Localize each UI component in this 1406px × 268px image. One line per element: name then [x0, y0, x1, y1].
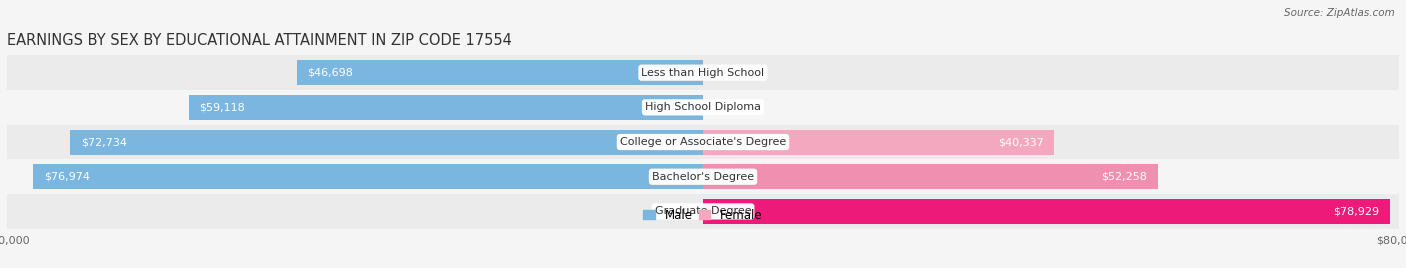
Bar [7, 90, 1399, 125]
Bar [7, 125, 1399, 159]
Text: $0: $0 [711, 102, 725, 112]
Text: $52,258: $52,258 [1101, 172, 1147, 182]
Text: $0: $0 [681, 206, 695, 216]
Bar [297, 60, 703, 85]
Text: $78,929: $78,929 [1333, 206, 1379, 216]
Text: Bachelor's Degree: Bachelor's Degree [652, 172, 754, 182]
Text: $40,337: $40,337 [998, 137, 1043, 147]
Text: Graduate Degree: Graduate Degree [655, 206, 751, 216]
Text: Less than High School: Less than High School [641, 68, 765, 78]
Text: Source: ZipAtlas.com: Source: ZipAtlas.com [1284, 8, 1395, 18]
Bar [188, 95, 703, 120]
Bar [703, 199, 1389, 224]
Text: $72,734: $72,734 [80, 137, 127, 147]
Text: EARNINGS BY SEX BY EDUCATIONAL ATTAINMENT IN ZIP CODE 17554: EARNINGS BY SEX BY EDUCATIONAL ATTAINMEN… [7, 33, 512, 48]
Bar [70, 129, 703, 155]
Text: College or Associate's Degree: College or Associate's Degree [620, 137, 786, 147]
Bar [34, 164, 703, 189]
Text: $0: $0 [711, 68, 725, 78]
Text: $59,118: $59,118 [200, 102, 245, 112]
Bar [7, 194, 1399, 229]
Bar [703, 129, 1054, 155]
Legend: Male, Female: Male, Female [638, 204, 768, 226]
Bar [7, 55, 1399, 90]
Text: $76,974: $76,974 [44, 172, 90, 182]
Bar [703, 164, 1157, 189]
Bar [7, 159, 1399, 194]
Text: High School Diploma: High School Diploma [645, 102, 761, 112]
Text: $46,698: $46,698 [307, 68, 353, 78]
